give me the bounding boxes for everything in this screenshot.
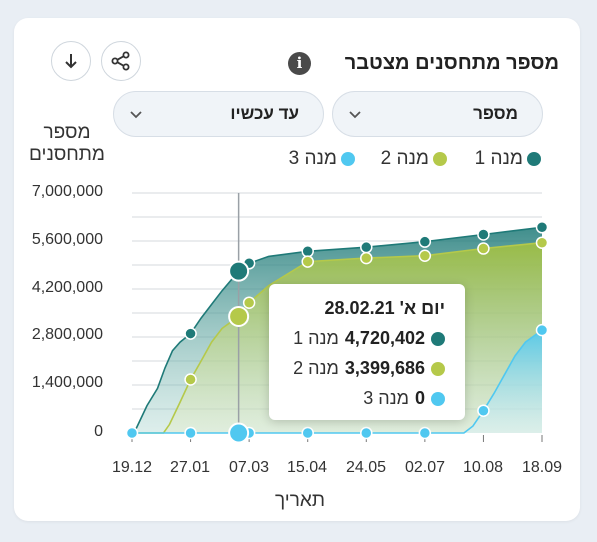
data-point (418, 426, 432, 440)
y-axis-label: מספר מתחסנים (29, 122, 105, 165)
legend-dot-icon (431, 391, 445, 406)
chart-tooltip: יום א' 28.02.21 4,720,402 מנה 1 3,399,68… (269, 284, 465, 420)
x-tick-label: 27.01 (169, 459, 211, 476)
data-point (242, 296, 256, 309)
range-dropdown-label: עד עכשיו (230, 104, 299, 123)
tooltip-row-dose2: 3,399,686 מנה 2 (293, 358, 445, 379)
x-tick-label: 02.07 (404, 459, 446, 476)
download-arrow-icon (65, 54, 77, 69)
data-point (418, 235, 432, 248)
data-point (301, 245, 314, 258)
metric-dropdown[interactable]: מספר (332, 91, 543, 137)
x-tick-label: 15.04 (286, 459, 328, 476)
legend-dot-icon (341, 152, 355, 166)
data-point (360, 426, 373, 440)
x-tick-label: 19.12 (111, 459, 153, 476)
range-dropdown[interactable]: עד עכשיו (113, 91, 324, 137)
y-tick-label: 2,800,000 (31, 326, 103, 343)
legend-label: מנה 2 (380, 148, 429, 169)
share-icon (111, 51, 130, 71)
x-tick-label: 07.03 (228, 459, 270, 476)
tooltip-series-name: מנה 2 (293, 358, 339, 378)
legend-dot-icon (431, 361, 445, 376)
data-point (184, 327, 197, 340)
x-axis-label: תאריך (275, 490, 325, 511)
tooltip-series-name: מנה 1 (293, 328, 339, 348)
x-tick-label: 18.09 (521, 459, 563, 476)
highlight-point (228, 422, 250, 444)
info-icon[interactable]: i (288, 52, 311, 75)
chevron-down-icon (130, 111, 142, 119)
legend-label: מנה 1 (474, 148, 523, 169)
series-area-3 (132, 330, 542, 433)
data-point (477, 242, 490, 255)
tooltip-row-dose1: 4,720,402 מנה 1 (293, 328, 445, 349)
download-button[interactable] (51, 41, 91, 81)
data-point (418, 249, 432, 262)
data-point (477, 228, 490, 241)
tooltip-date: יום א' 28.02.21 (324, 298, 445, 318)
y-tick-label: 7,000,000 (31, 183, 103, 200)
data-point (360, 251, 373, 265)
tooltip-value: 0 (414, 388, 425, 408)
legend-dot-icon (431, 331, 445, 346)
legend-label: מנה 3 (288, 148, 337, 169)
y-tick-label: 0 (94, 423, 103, 440)
tooltip-row-dose3: 0 מנה 3 (363, 388, 445, 409)
data-point (535, 221, 549, 234)
metric-dropdown-label: מספר (473, 104, 518, 123)
tooltip-series-name: מנה 3 (363, 388, 409, 408)
tooltip-value: 4,720,402 (344, 328, 425, 348)
data-point (184, 373, 197, 386)
data-point (301, 255, 314, 268)
chevron-down-icon (349, 111, 361, 119)
data-point (360, 240, 373, 254)
data-point (125, 426, 139, 440)
y-tick-label: 5,600,000 (31, 231, 103, 248)
share-button[interactable] (101, 41, 141, 81)
highlight-point (228, 260, 250, 282)
highlight-point (228, 305, 250, 327)
data-point (535, 236, 549, 249)
series-line-3 (132, 329, 543, 434)
chart-title: מספר מתחסנים מצטבר (344, 52, 559, 74)
x-tick-label: 10.08 (462, 459, 504, 476)
data-point (301, 426, 314, 440)
legend-item-dose2[interactable]: מנה 2 (381, 148, 447, 170)
data-point (477, 404, 490, 417)
y-tick-label: 4,200,000 (31, 279, 103, 296)
y-tick-label: 1,400,000 (31, 374, 103, 391)
x-tick-label: 24.05 (345, 459, 387, 476)
legend-item-dose1[interactable]: מנה 1 (475, 148, 541, 170)
legend-dot-icon (433, 152, 447, 166)
data-point (184, 426, 197, 440)
data-point (535, 323, 549, 337)
tooltip-value: 3,399,686 (344, 358, 425, 378)
legend-dot-icon (527, 152, 541, 166)
legend-item-dose3[interactable]: מנה 3 (289, 148, 355, 170)
